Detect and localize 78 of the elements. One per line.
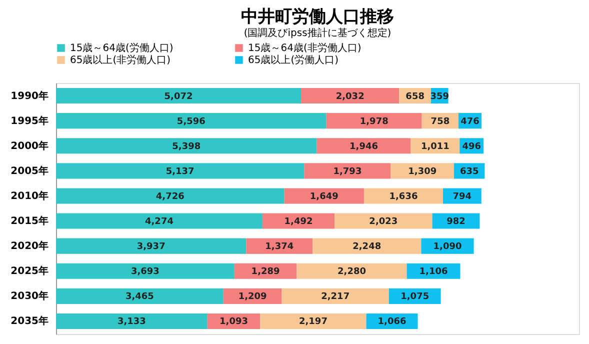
y-tick-label: 1990年 (10, 90, 48, 102)
y-tick-label: 2010年 (10, 190, 48, 202)
data-label: 1,075 (400, 292, 430, 302)
bar (296, 263, 407, 279)
bar (326, 113, 422, 129)
bar (282, 288, 389, 304)
data-label: 1,649 (310, 192, 338, 202)
chart-title: 中井町労働人口推移 (241, 7, 394, 27)
data-label: 2,032 (336, 92, 364, 102)
bar (56, 138, 317, 154)
data-label: 3,465 (125, 292, 154, 302)
data-label: 4,274 (145, 217, 174, 228)
bar (56, 113, 326, 129)
data-label: 1,066 (378, 317, 406, 328)
data-label: 2,248 (352, 242, 382, 252)
y-tick-label: 2005年 (10, 164, 48, 177)
bar (56, 263, 234, 279)
bar (316, 138, 411, 154)
data-label: 1,492 (284, 217, 313, 228)
data-label: 2,217 (321, 292, 350, 302)
bar (56, 288, 224, 304)
y-tick-label: 1995年 (10, 114, 48, 127)
data-label: 1,209 (238, 292, 267, 302)
data-label: 476 (460, 116, 480, 127)
y-tick-label: 2030年 (10, 290, 48, 302)
y-tick-label: 2000年 (10, 140, 48, 152)
y-tick-label: 2025年 (10, 265, 48, 278)
data-label: 1,978 (360, 116, 388, 127)
bar (260, 313, 366, 329)
data-label: 1,374 (265, 242, 294, 252)
data-label: 4,726 (156, 192, 184, 202)
data-label: 1,093 (220, 317, 248, 328)
data-label: 1,289 (251, 267, 280, 278)
data-label: 5,072 (164, 92, 193, 102)
data-label: 5,398 (172, 142, 201, 152)
data-label: 1,946 (350, 142, 378, 152)
bar (246, 238, 313, 254)
legend-label: 65歳以上(労働人口) (248, 54, 339, 66)
data-label: 758 (430, 116, 450, 127)
data-label: 3,133 (117, 317, 146, 328)
data-label: 1,090 (433, 242, 462, 252)
bar (304, 163, 391, 179)
bar (56, 188, 284, 204)
legend-label: 15歳～64歳(非労働人口) (248, 42, 362, 54)
data-label: 5,596 (176, 116, 206, 127)
bar (334, 213, 432, 229)
bar (284, 188, 364, 204)
data-label: 794 (452, 192, 472, 202)
y-tick-label: 2015年 (10, 215, 48, 228)
data-label: 496 (462, 142, 481, 152)
bar (301, 88, 400, 104)
y-tick-label: 2035年 (10, 315, 48, 328)
data-label: 635 (460, 166, 479, 177)
data-label: 658 (406, 92, 424, 102)
bar (56, 313, 208, 329)
y-tick-label: 2020年 (10, 240, 48, 252)
data-label: 2,280 (338, 267, 366, 278)
legend-label: 65歳以上(非労働人口) (70, 54, 171, 66)
data-label: 3,693 (130, 267, 160, 278)
bar (312, 238, 422, 254)
legend-label: 15歳～64歳(労働人口) (70, 42, 174, 54)
data-label: 3,937 (136, 242, 166, 252)
data-label: 982 (446, 217, 466, 228)
data-label: 5,137 (166, 166, 194, 177)
bar (262, 213, 335, 229)
bar (56, 88, 302, 104)
data-label: 1,011 (420, 142, 450, 152)
data-label: 2,023 (369, 217, 398, 228)
bar (56, 163, 304, 179)
chart-subtitle: (国調及びipss推計に基づく想定) (244, 27, 392, 39)
data-label: 1,636 (389, 192, 418, 202)
data-label: 1,106 (419, 267, 448, 278)
data-label: 2,197 (298, 317, 328, 328)
bar (56, 238, 246, 254)
data-label: 1,309 (408, 166, 437, 177)
bar (364, 188, 443, 204)
data-label: 1,793 (333, 166, 362, 177)
bar (56, 213, 262, 229)
